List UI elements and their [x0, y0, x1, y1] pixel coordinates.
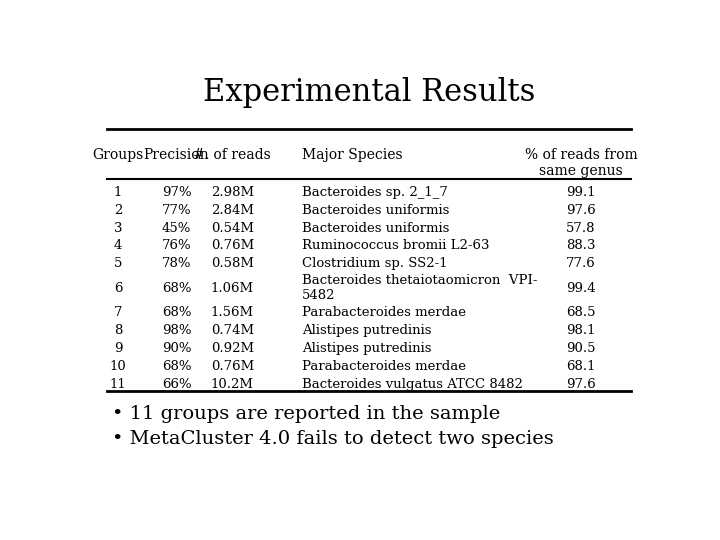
- Text: • MetaCluster 4.0 fails to detect two species: • MetaCluster 4.0 fails to detect two sp…: [112, 430, 554, 448]
- Text: 57.8: 57.8: [567, 221, 595, 234]
- Text: Alistipes putredinis: Alistipes putredinis: [302, 324, 431, 337]
- Text: 77%: 77%: [162, 204, 192, 217]
- Text: Major Species: Major Species: [302, 148, 402, 162]
- Text: Bacteroides sp. 2_1_7: Bacteroides sp. 2_1_7: [302, 186, 448, 199]
- Text: 98.1: 98.1: [567, 324, 595, 337]
- Text: 98%: 98%: [162, 324, 192, 337]
- Text: 0.92M: 0.92M: [211, 342, 254, 355]
- Text: 76%: 76%: [162, 239, 192, 252]
- Text: 68.1: 68.1: [567, 360, 595, 373]
- Text: 7: 7: [114, 306, 122, 319]
- Text: 68.5: 68.5: [567, 306, 595, 319]
- Text: 97.6: 97.6: [566, 378, 596, 391]
- Text: 88.3: 88.3: [567, 239, 595, 252]
- Text: 1.56M: 1.56M: [211, 306, 254, 319]
- Text: Alistipes putredinis: Alistipes putredinis: [302, 342, 431, 355]
- Text: 0.54M: 0.54M: [211, 221, 253, 234]
- Text: Parabacteroides merdae: Parabacteroides merdae: [302, 360, 466, 373]
- Text: 45%: 45%: [162, 221, 192, 234]
- Text: 0.74M: 0.74M: [211, 324, 254, 337]
- Text: 6: 6: [114, 282, 122, 295]
- Text: 90.5: 90.5: [567, 342, 595, 355]
- Text: Ruminococcus bromii L2-63: Ruminococcus bromii L2-63: [302, 239, 490, 252]
- Text: Parabacteroides merdae: Parabacteroides merdae: [302, 306, 466, 319]
- Text: 1: 1: [114, 186, 122, 199]
- Text: 66%: 66%: [162, 378, 192, 391]
- Text: 8: 8: [114, 324, 122, 337]
- Text: 4: 4: [114, 239, 122, 252]
- Text: 78%: 78%: [162, 257, 192, 270]
- Text: 0.76M: 0.76M: [211, 239, 254, 252]
- Text: 3: 3: [114, 221, 122, 234]
- Text: Bacteroides uniformis: Bacteroides uniformis: [302, 221, 449, 234]
- Text: 10: 10: [109, 360, 126, 373]
- Text: Bacteroides thetaiotaomicron  VPI-
5482: Bacteroides thetaiotaomicron VPI- 5482: [302, 274, 538, 302]
- Text: Bacteroides vulgatus ATCC 8482: Bacteroides vulgatus ATCC 8482: [302, 378, 523, 391]
- Text: 2: 2: [114, 204, 122, 217]
- Text: • 11 groups are reported in the sample: • 11 groups are reported in the sample: [112, 405, 500, 423]
- Text: 68%: 68%: [162, 282, 192, 295]
- Text: 2.84M: 2.84M: [211, 204, 253, 217]
- Text: 97%: 97%: [162, 186, 192, 199]
- Text: #. of reads: #. of reads: [194, 148, 271, 162]
- Text: 0.76M: 0.76M: [211, 360, 254, 373]
- Text: Precision: Precision: [144, 148, 210, 162]
- Text: 99.1: 99.1: [566, 186, 596, 199]
- Text: 10.2M: 10.2M: [211, 378, 253, 391]
- Text: 77.6: 77.6: [566, 257, 596, 270]
- Text: 1.06M: 1.06M: [211, 282, 254, 295]
- Text: 11: 11: [109, 378, 126, 391]
- Text: 99.4: 99.4: [566, 282, 596, 295]
- Text: 2.98M: 2.98M: [211, 186, 254, 199]
- Text: Bacteroides uniformis: Bacteroides uniformis: [302, 204, 449, 217]
- Text: 9: 9: [114, 342, 122, 355]
- Text: 97.6: 97.6: [566, 204, 596, 217]
- Text: 68%: 68%: [162, 360, 192, 373]
- Text: 0.58M: 0.58M: [211, 257, 253, 270]
- Text: 90%: 90%: [162, 342, 192, 355]
- Text: Clostridium sp. SS2-1: Clostridium sp. SS2-1: [302, 257, 448, 270]
- Text: % of reads from
same genus: % of reads from same genus: [525, 148, 637, 178]
- Text: 5: 5: [114, 257, 122, 270]
- Text: Experimental Results: Experimental Results: [203, 77, 535, 109]
- Text: Groups: Groups: [92, 148, 143, 162]
- Text: 68%: 68%: [162, 306, 192, 319]
